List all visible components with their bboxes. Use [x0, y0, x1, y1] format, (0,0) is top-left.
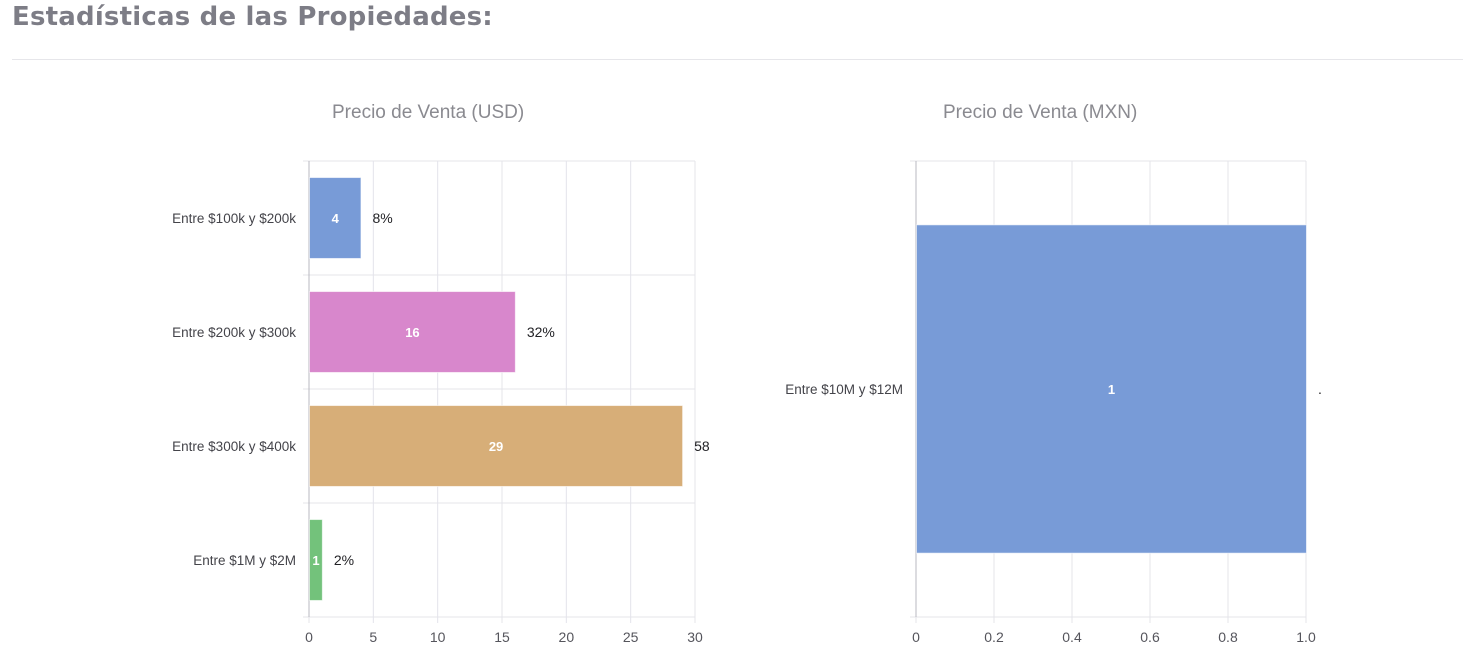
x-tick-label: 1.0	[1296, 629, 1316, 645]
x-tick-label: 0	[305, 629, 313, 645]
category-label: Entre $200k y $300k	[172, 325, 296, 340]
chart-title-usd: Precio de Venta (USD)	[332, 102, 525, 123]
category-label: Entre $300k y $400k	[172, 439, 296, 454]
bar	[916, 224, 1307, 554]
x-tick-label: 0.6	[1140, 629, 1160, 645]
x-tick-label: 25	[623, 629, 639, 645]
bar	[309, 519, 323, 601]
chart-title-mxn: Precio de Venta (MXN)	[943, 102, 1138, 123]
bar	[309, 177, 362, 259]
bar	[309, 405, 684, 487]
category-label: Entre $1M y $2M	[193, 553, 296, 568]
bar-percent-label: .	[1318, 381, 1322, 397]
section-divider	[12, 59, 1463, 60]
category-label: Entre $100k y $200k	[172, 211, 296, 226]
bar-percent-label: 2%	[334, 552, 354, 568]
x-tick-label: 10	[430, 629, 446, 645]
x-tick-label: 0	[912, 629, 920, 645]
x-tick-label: 15	[494, 629, 510, 645]
bar-percent-label: 58	[694, 438, 710, 454]
x-tick-label: 5	[369, 629, 377, 645]
bar	[309, 291, 516, 373]
bar-value-label: 16	[405, 325, 419, 340]
bar-value-label: 29	[489, 439, 503, 454]
bar-value-label: 1	[1108, 382, 1115, 397]
bar-value-label: 4	[332, 211, 340, 226]
x-tick-label: 30	[687, 629, 703, 645]
category-label: Entre $10M y $12M	[785, 382, 903, 397]
bar-value-label: 1	[312, 553, 319, 568]
x-tick-label: 0.4	[1062, 629, 1082, 645]
x-tick-label: 0.2	[984, 629, 1004, 645]
bar-percent-label: 8%	[372, 210, 392, 226]
x-tick-label: 20	[559, 629, 575, 645]
bar-percent-label: 32%	[527, 324, 555, 340]
x-tick-label: 0.8	[1218, 629, 1238, 645]
section-title: Estadísticas de las Propiedades:	[12, 2, 493, 32]
